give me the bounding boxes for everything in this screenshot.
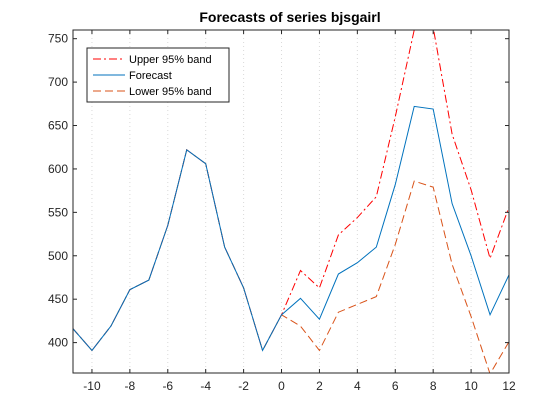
legend-label: Forecast bbox=[129, 70, 172, 82]
x-tick-label: 2 bbox=[316, 379, 323, 393]
x-tick-label: 4 bbox=[354, 379, 361, 393]
x-tick-label: 8 bbox=[430, 379, 437, 393]
plot-area: -10 -8 -6 -4 -2 0 2 4 6 8 10 12 400 450 500 550 600 650 70… bbox=[48, 29, 516, 393]
series-line-forecast bbox=[73, 105, 509, 352]
legend-label: Upper 95% band bbox=[129, 54, 212, 66]
x-tick-label: -2 bbox=[238, 379, 249, 393]
y-tick-label: 450 bbox=[48, 292, 68, 306]
y-tick-label: 400 bbox=[48, 336, 68, 350]
x-tick-label: 6 bbox=[392, 379, 399, 393]
x-tick-label: -6 bbox=[162, 379, 173, 393]
y-tick-label: 700 bbox=[48, 75, 68, 89]
y-tick-label: 500 bbox=[48, 249, 68, 263]
x-tick-label: 10 bbox=[464, 379, 478, 393]
chart-title: Forecasts of series bjsgairl bbox=[199, 9, 380, 25]
x-tick-label: 12 bbox=[502, 379, 516, 393]
x-tick-label: 0 bbox=[278, 379, 285, 393]
x-tick-label: -8 bbox=[125, 379, 136, 393]
series-line-lower-95-band bbox=[73, 148, 509, 373]
y-tick-label: 650 bbox=[48, 119, 68, 133]
y-tick-label: 550 bbox=[48, 205, 68, 219]
legend-label: Lower 95% band bbox=[129, 86, 212, 98]
y-tick-label: 750 bbox=[48, 32, 68, 46]
y-tick-label: 600 bbox=[48, 162, 68, 176]
x-tick-label: -4 bbox=[200, 379, 211, 393]
x-tick-label: -10 bbox=[83, 379, 101, 393]
axes-box bbox=[72, 29, 510, 374]
